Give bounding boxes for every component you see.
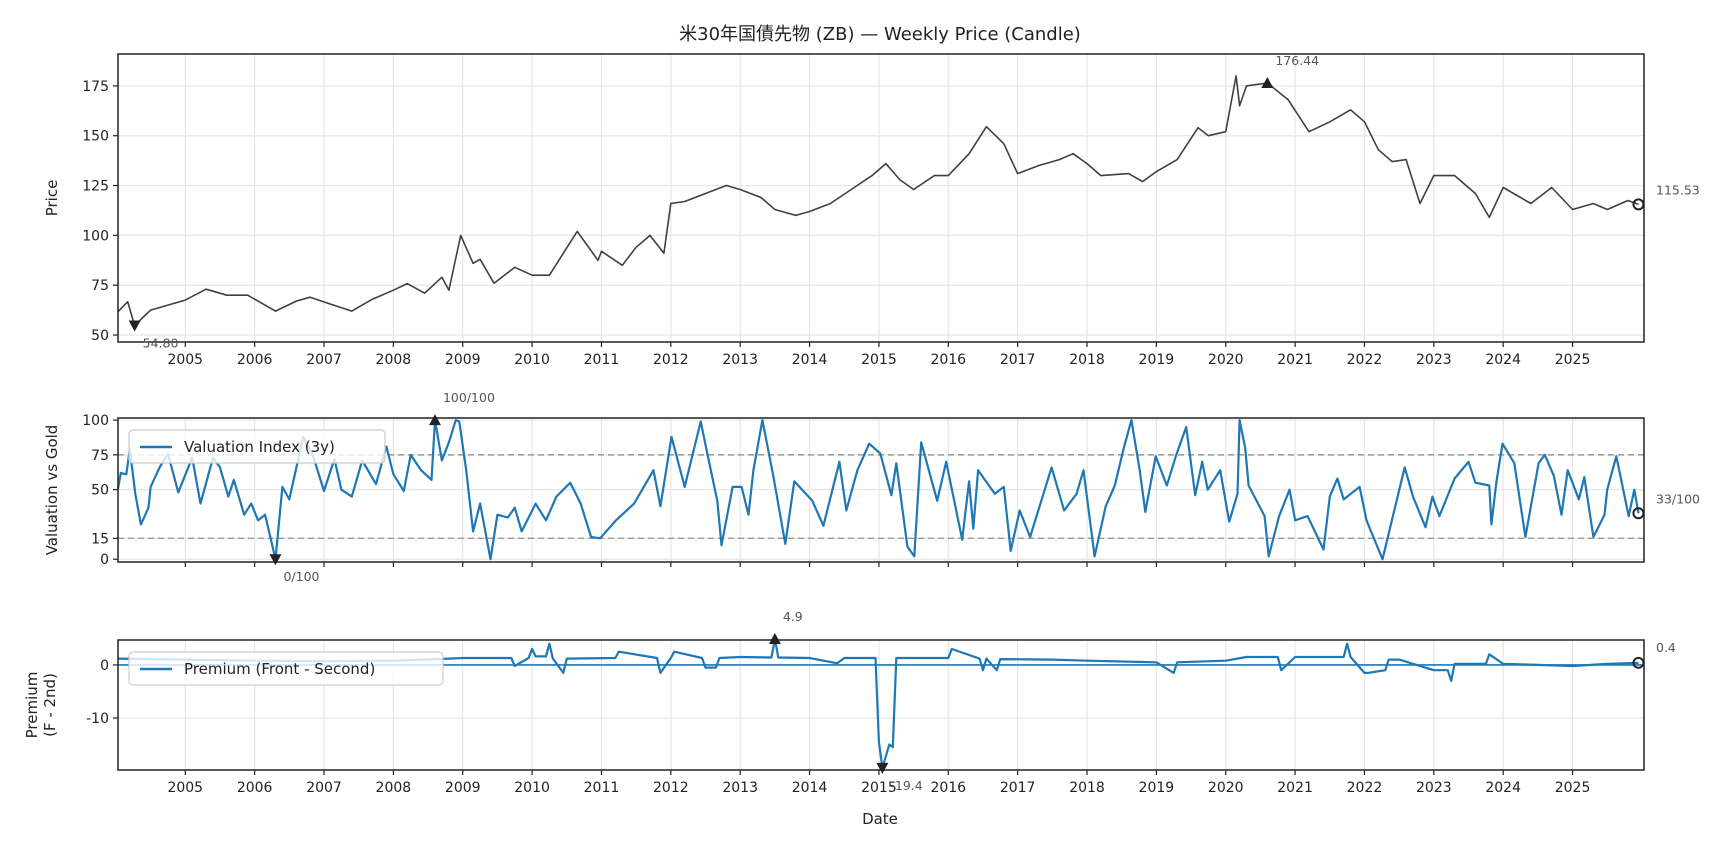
x-tick-label: 2005 bbox=[167, 352, 203, 368]
x-tick-label: 2018 bbox=[1069, 780, 1105, 796]
last-value-marker-icon bbox=[1632, 656, 1645, 669]
x-tick-label: 2014 bbox=[792, 780, 828, 796]
x-tick-label: 2025 bbox=[1555, 352, 1591, 368]
last-value-marker-icon bbox=[1632, 507, 1645, 520]
x-tick-label: 2012 bbox=[653, 352, 689, 368]
x-tick-label: 2014 bbox=[792, 352, 828, 368]
x-tick-label: 2011 bbox=[584, 780, 620, 796]
y-tick-label: 125 bbox=[82, 179, 109, 195]
price-line bbox=[117, 75, 1639, 327]
x-tick-label: 2008 bbox=[376, 780, 412, 796]
y-tick-label: 75 bbox=[91, 278, 109, 294]
x-tick-label: 2013 bbox=[722, 352, 758, 368]
y-tick-label: 50 bbox=[91, 328, 109, 344]
y-axis-label: Valuation vs Gold bbox=[43, 425, 61, 556]
x-tick-label: 2006 bbox=[237, 780, 273, 796]
valuation-line bbox=[116, 419, 1640, 561]
max-label: 100/100 bbox=[443, 390, 495, 405]
y-tick-label: 15 bbox=[91, 531, 109, 547]
chart-title: 米30年国債先物 (ZB) — Weekly Price (Candle) bbox=[679, 24, 1081, 45]
min-marker-icon bbox=[876, 762, 889, 774]
last-value-marker-icon bbox=[1632, 198, 1645, 211]
legend-label: Valuation Index (3y) bbox=[184, 438, 335, 456]
valuation-panel: 0 15 50 75 100 Valuation vs Gold 100/100 0/100 3… bbox=[43, 390, 1700, 584]
premium-panel: 2005 2006 2007 2008 2009 2010 2011 2012 2013 2014… bbox=[23, 609, 1676, 796]
max-marker-icon bbox=[1261, 77, 1274, 89]
x-tick-label: 2020 bbox=[1208, 352, 1244, 368]
min-marker-icon bbox=[128, 320, 141, 332]
legend-label: Premium (Front - Second) bbox=[184, 660, 375, 678]
x-tick-label: 2008 bbox=[376, 352, 412, 368]
y-axis-label: Premium bbox=[23, 672, 41, 739]
y-tick-label: -10 bbox=[86, 711, 109, 727]
x-tick-label: 2009 bbox=[445, 352, 481, 368]
min-label: -19.4 bbox=[890, 778, 922, 793]
x-tick-label: 2011 bbox=[584, 352, 620, 368]
x-tick-label: 2012 bbox=[653, 780, 689, 796]
x-tick-label: 2006 bbox=[237, 352, 273, 368]
max-label: 4.9 bbox=[783, 609, 803, 624]
x-tick-label: 2022 bbox=[1347, 352, 1383, 368]
x-tick-label: 2010 bbox=[514, 780, 550, 796]
x-tick-label: 2021 bbox=[1277, 780, 1313, 796]
x-tick-label: 2020 bbox=[1208, 780, 1244, 796]
x-tick-label: 2015 bbox=[861, 780, 897, 796]
last-value-label: 115.53 bbox=[1656, 182, 1700, 197]
max-marker-icon bbox=[428, 414, 441, 426]
y-tick-label: 75 bbox=[91, 448, 109, 464]
x-tick-label: 2010 bbox=[514, 352, 550, 368]
x-tick-label: 2015 bbox=[861, 352, 897, 368]
min-label: 54.80 bbox=[143, 335, 179, 350]
x-tick-label: 2013 bbox=[722, 780, 758, 796]
x-tick-label: 2017 bbox=[1000, 780, 1036, 796]
y-tick-label: 0 bbox=[100, 658, 109, 674]
x-tick-label: 2009 bbox=[445, 780, 481, 796]
max-marker-icon bbox=[768, 632, 781, 644]
x-tick-label: 2024 bbox=[1485, 780, 1521, 796]
y-tick-label: 100 bbox=[82, 228, 109, 244]
x-tick-label: 2019 bbox=[1139, 352, 1175, 368]
x-tick-label: 2021 bbox=[1277, 352, 1313, 368]
x-axis-label: Date bbox=[862, 810, 898, 828]
x-tick-label: 2022 bbox=[1347, 780, 1383, 796]
y-tick-label: 50 bbox=[91, 483, 109, 499]
legend-box bbox=[128, 651, 444, 686]
plot-frame bbox=[117, 417, 1645, 563]
x-tick-label: 2016 bbox=[930, 352, 966, 368]
x-tick-label: 2007 bbox=[306, 780, 342, 796]
y-tick-label: 100 bbox=[82, 413, 109, 429]
x-tick-label: 2024 bbox=[1485, 352, 1521, 368]
y-tick-label: 150 bbox=[82, 129, 109, 145]
x-tick-label: 2023 bbox=[1416, 780, 1452, 796]
price-panel: 2005 2006 2007 2008 2009 2010 2011 2012 2013 2014… bbox=[43, 53, 1700, 368]
max-label: 176.44 bbox=[1275, 53, 1319, 68]
x-tick-label: 2019 bbox=[1139, 780, 1175, 796]
x-tick-label: 2007 bbox=[306, 352, 342, 368]
y-axis-label: (F - 2nd) bbox=[41, 673, 59, 737]
x-tick-label: 2005 bbox=[167, 780, 203, 796]
x-tick-label: 2017 bbox=[1000, 352, 1036, 368]
y-tick-label: 175 bbox=[82, 79, 109, 95]
x-tick-label: 2018 bbox=[1069, 352, 1105, 368]
min-label: 0/100 bbox=[283, 569, 319, 584]
x-tick-label: 2023 bbox=[1416, 352, 1452, 368]
last-value-label: 0.4 bbox=[1656, 640, 1676, 655]
last-value-label: 33/100 bbox=[1656, 491, 1700, 506]
y-axis-label: Price bbox=[43, 180, 61, 217]
plot-frame bbox=[117, 53, 1645, 343]
premium-line bbox=[117, 637, 1639, 770]
x-tick-label: 2025 bbox=[1555, 780, 1591, 796]
y-tick-label: 0 bbox=[100, 552, 109, 568]
min-marker-icon bbox=[269, 554, 282, 566]
x-tick-label: 2016 bbox=[930, 780, 966, 796]
legend-box bbox=[128, 429, 386, 464]
